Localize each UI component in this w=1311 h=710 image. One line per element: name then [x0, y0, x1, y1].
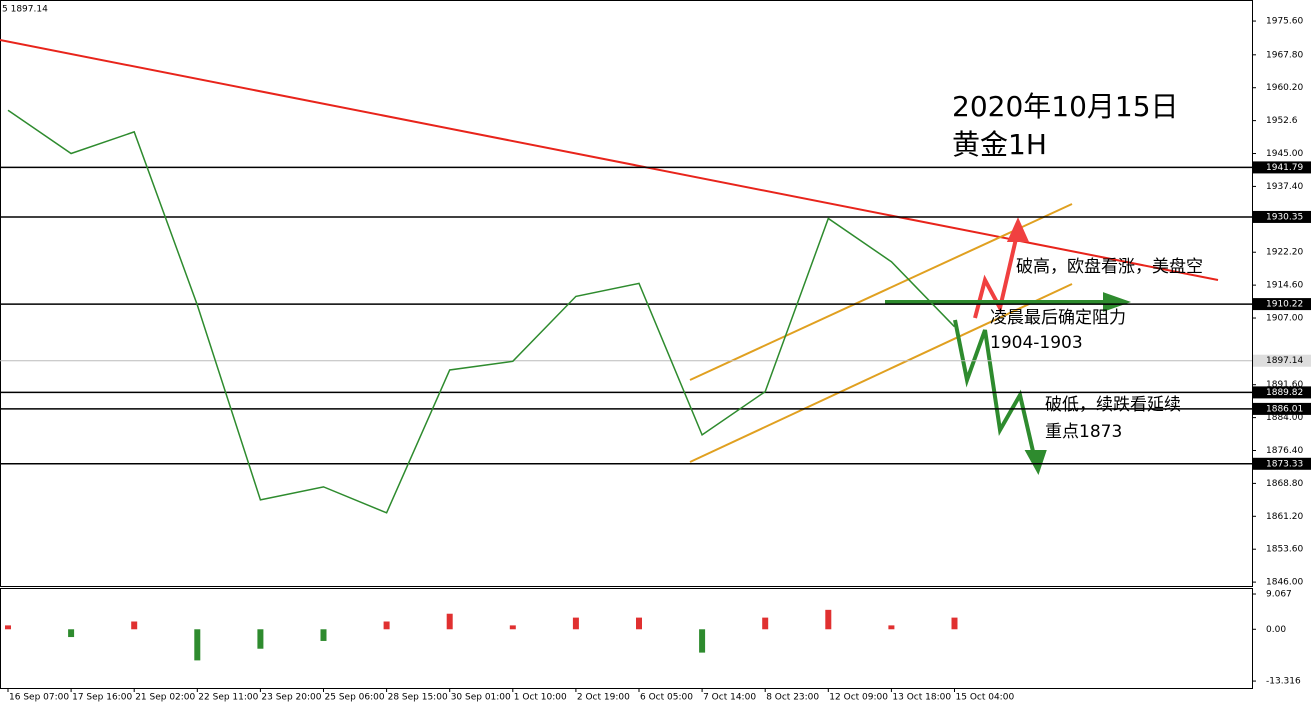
macd-bar — [509, 625, 516, 630]
annotation: 凌晨最后确定阻力 — [990, 308, 1126, 328]
y-tick-label: 1922.20 — [1266, 248, 1303, 258]
y-tick-label: 1945.00 — [1266, 149, 1303, 159]
annotation: 破低，续跌看延续 — [1045, 395, 1181, 415]
channel-line — [689, 283, 1073, 463]
y-tick-label: 1868.80 — [1266, 479, 1303, 489]
x-tick-label: 25 Sep 06:00 — [325, 693, 385, 703]
level-label: 1910.22 — [1266, 300, 1303, 310]
y-tick-label: 1937.40 — [1266, 182, 1303, 192]
arrows — [885, 217, 1132, 475]
level-label: 1930.35 — [1266, 212, 1303, 222]
y-tick-label: 1975.60 — [1266, 17, 1303, 27]
macd-bar — [446, 613, 453, 630]
level-label: 1886.01 — [1266, 404, 1303, 414]
level-tag — [1253, 386, 1311, 399]
macd-bar — [951, 617, 958, 630]
x-tick-label: 23 Sep 20:00 — [261, 693, 321, 703]
y-tick-label: 1952.6 — [1266, 116, 1298, 126]
x-tick-label: 22 Sep 11:00 — [198, 693, 258, 703]
y-tick-label: 1960.20 — [1266, 83, 1303, 93]
x-tick-label: 8 Oct 23:00 — [766, 693, 819, 703]
x-tick-label: 15 Oct 04:00 — [956, 693, 1015, 703]
level-label: 1889.82 — [1266, 388, 1303, 398]
level-label: 1873.33 — [1266, 459, 1303, 469]
y-tick-label: 1914.60 — [1266, 281, 1303, 291]
annotation: 重点1873 — [1045, 422, 1122, 442]
x-tick-label: 2 Oct 19:00 — [577, 693, 630, 703]
macd-bar — [5, 625, 11, 630]
current-price-tag — [1253, 354, 1311, 367]
annotation: 黄金1H — [952, 128, 1047, 161]
x-tick-label: 28 Sep 15:00 — [388, 693, 448, 703]
x-tick-label: 30 Sep 01:00 — [451, 693, 511, 703]
macd-bar — [194, 629, 201, 661]
macd-bar — [320, 629, 327, 641]
macd-bar — [762, 617, 769, 630]
price-pane — [0, 0, 1253, 587]
current-price-label: 1897.14 — [1266, 356, 1303, 366]
y2-tick-label: 0.00 — [1266, 625, 1286, 635]
macd-bar — [68, 629, 75, 638]
x-tick-label: 16 Sep 07:00 — [9, 693, 69, 703]
macd-bar — [699, 629, 706, 653]
x-tick-label: 7 Oct 14:00 — [703, 693, 756, 703]
y-tick-label: 1846.00 — [1266, 578, 1303, 588]
macd-pane — [0, 588, 1253, 689]
y-tick-label: 1853.60 — [1266, 545, 1303, 555]
x-tick-label: 21 Sep 02:00 — [135, 693, 195, 703]
price-line — [7, 109, 956, 514]
y2-tick-label: -13.316 — [1266, 677, 1301, 687]
macd-bar — [825, 609, 832, 630]
x-tick-label: 6 Oct 05:00 — [640, 693, 693, 703]
macd-bar — [572, 617, 579, 630]
y-tick-label: 1891.60 — [1266, 380, 1303, 390]
annotation: 2020年10月15日 — [952, 90, 1179, 123]
level-tag — [1253, 161, 1311, 174]
annotation: 破高，欧盘看涨，美盘空 — [1016, 257, 1203, 277]
channel-line — [689, 203, 1073, 381]
macd-bar — [888, 625, 895, 630]
level-tag — [1253, 457, 1311, 470]
y-tick-label: 1884.00 — [1266, 413, 1303, 423]
y-tick-label: 1907.00 — [1266, 314, 1303, 324]
macd-bar — [636, 617, 642, 630]
x-tick-label: 12 Oct 09:00 — [829, 693, 888, 703]
info: 5 1897.14 — [2, 5, 48, 15]
y-tick-label: 1861.20 — [1266, 512, 1303, 522]
level-tag — [1253, 210, 1311, 223]
macd-bar — [131, 621, 138, 630]
x-tick-label: 17 Sep 16:00 — [72, 693, 132, 703]
level-tag — [1253, 298, 1311, 311]
y-tick-label: 1967.80 — [1266, 50, 1303, 60]
level-label: 1941.79 — [1266, 163, 1303, 173]
macd-bar — [257, 629, 264, 649]
x-tick-label: 1 Oct 10:00 — [514, 693, 567, 703]
macd-bar — [383, 621, 390, 630]
annotation: 1904-1903 — [990, 333, 1083, 353]
level-tag — [1253, 402, 1311, 415]
x-tick-label: 13 Oct 18:00 — [892, 693, 951, 703]
y-tick-label: 1876.40 — [1266, 446, 1303, 456]
y2-tick-label: 9.067 — [1266, 590, 1292, 600]
